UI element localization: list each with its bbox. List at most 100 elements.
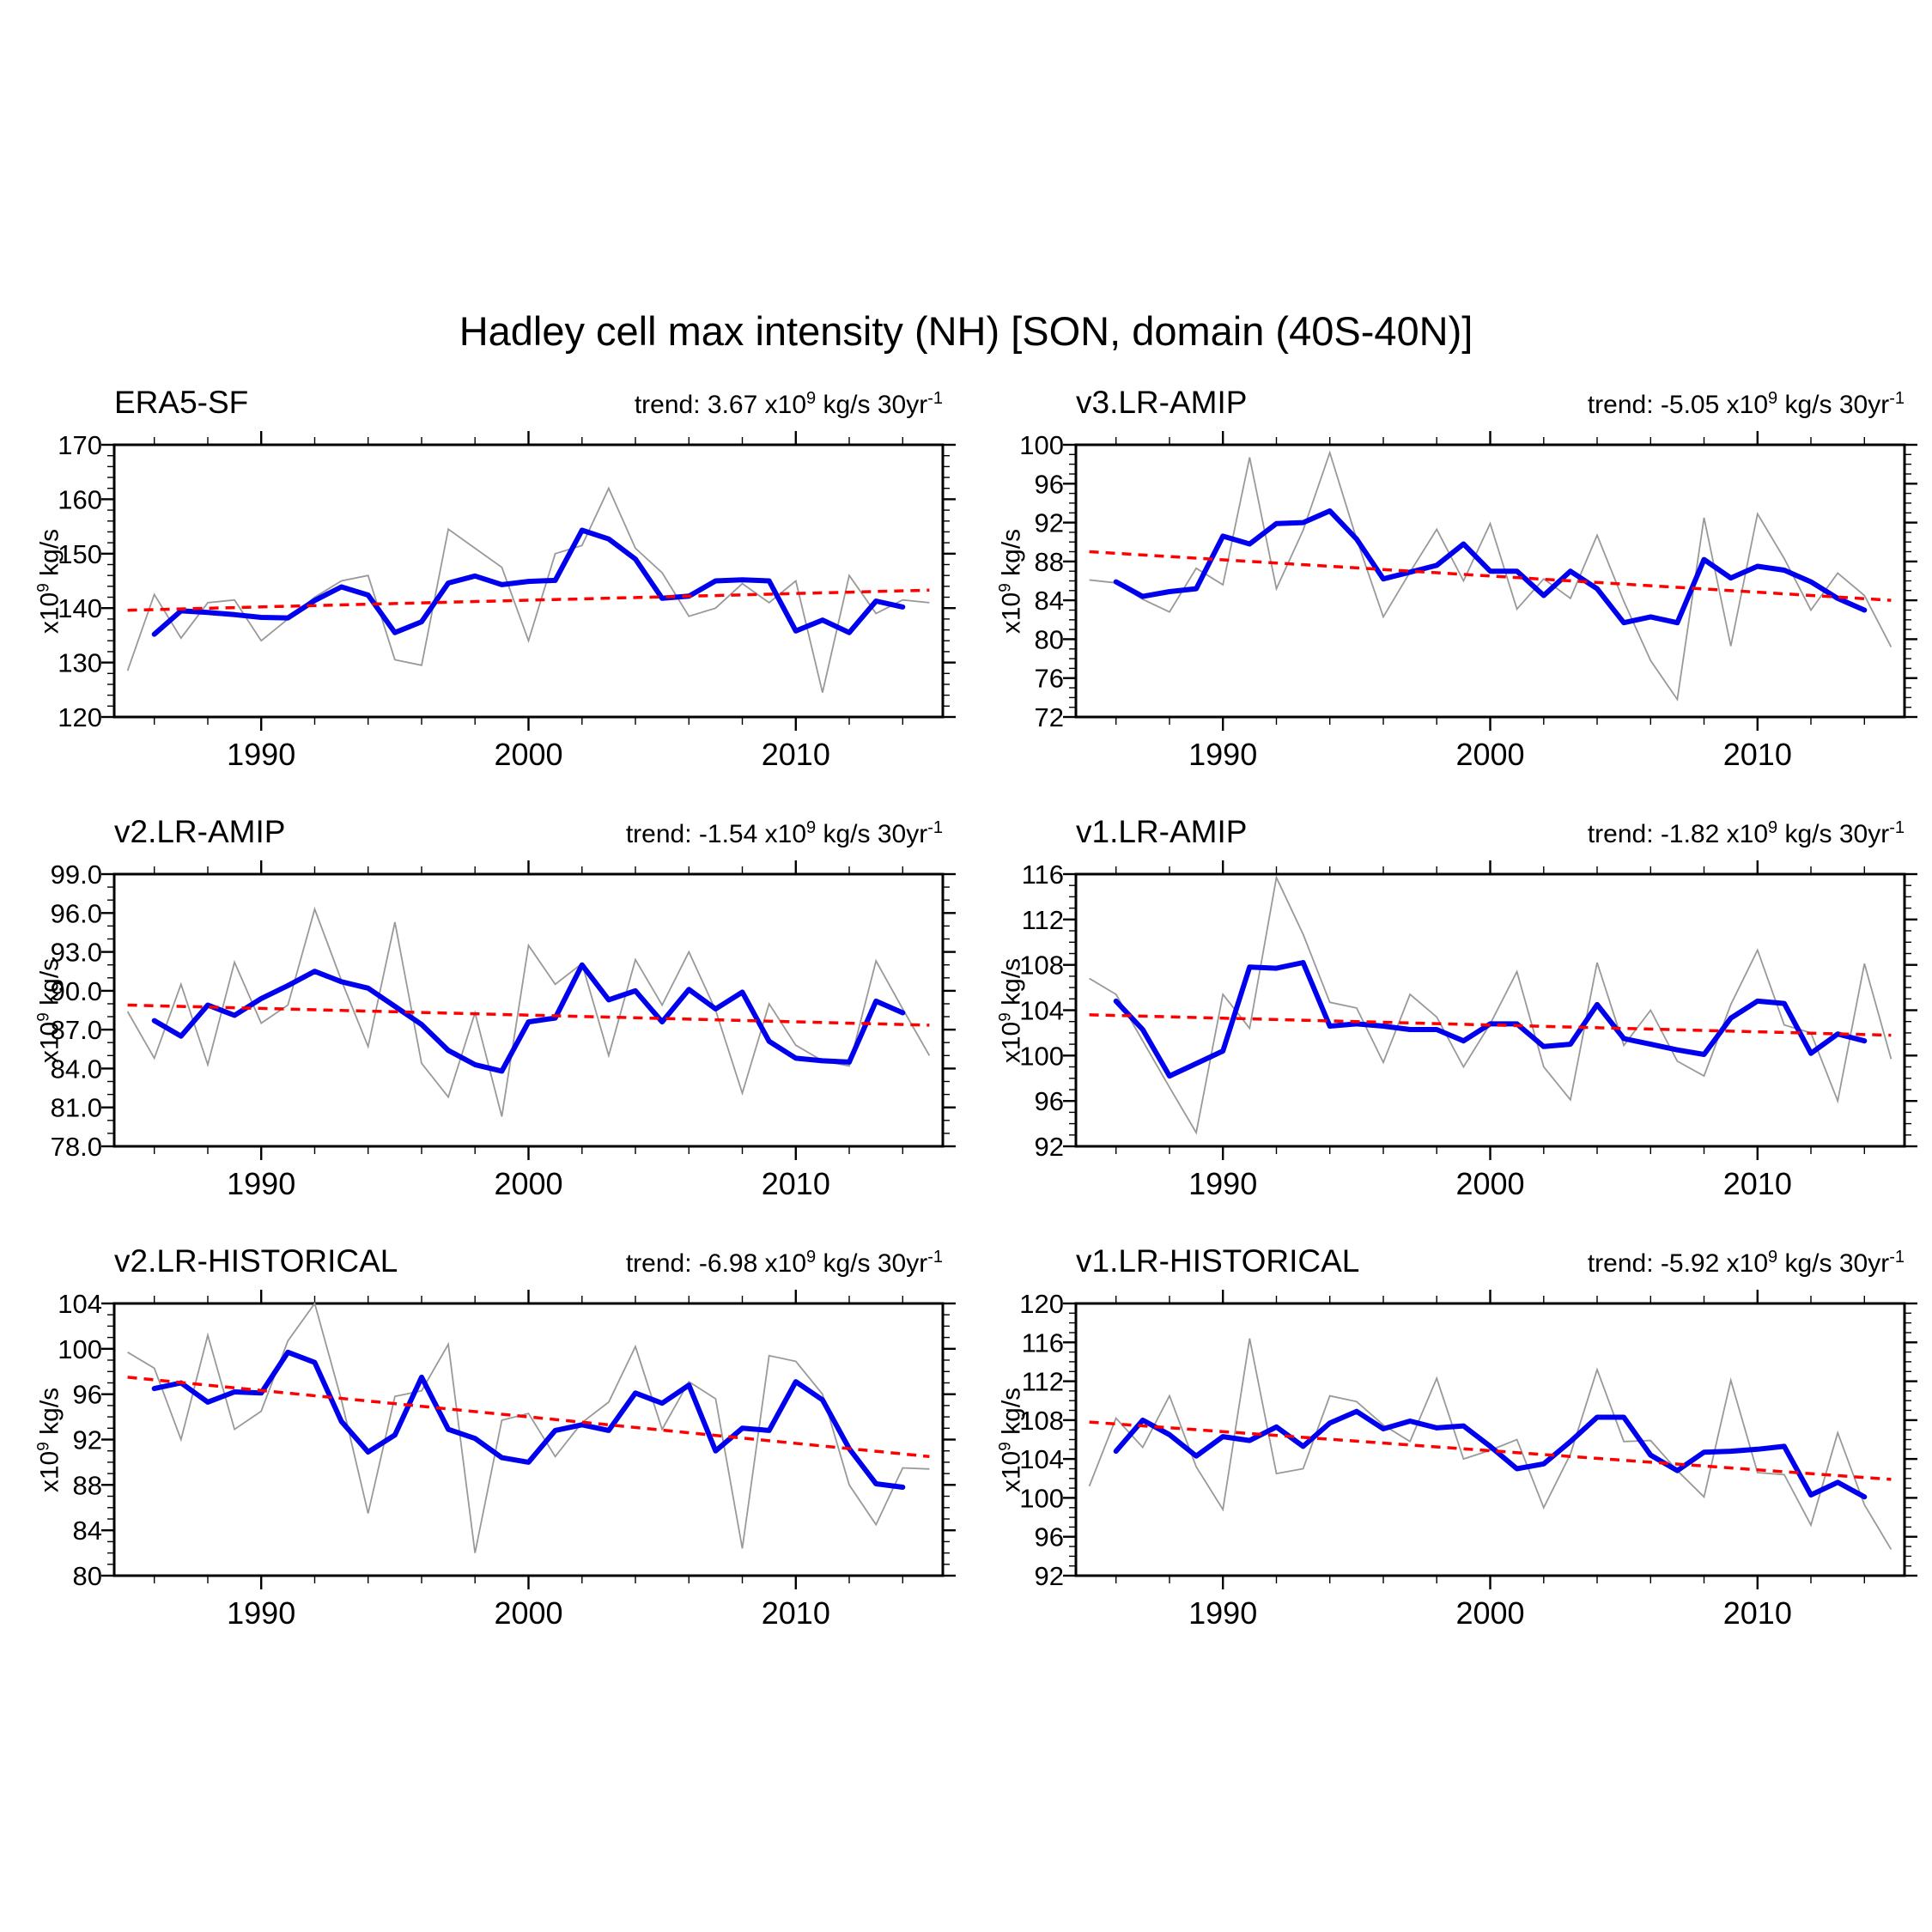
svg-text:2010: 2010 [762, 1166, 830, 1201]
svg-text:104: 104 [1019, 996, 1064, 1026]
trend-units: kg/s 30yr [1777, 391, 1890, 419]
svg-text:96: 96 [1035, 469, 1064, 499]
svg-text:120: 120 [1019, 1289, 1064, 1319]
svg-text:87.0: 87.0 [51, 1015, 102, 1045]
svg-text:96: 96 [1035, 1086, 1064, 1116]
trend-line [1089, 1420, 1892, 1481]
svg-text:108: 108 [1019, 1406, 1064, 1436]
panel-header: v1.LR-HISTORICAL trend: -5.92 x109 kg/s … [1076, 1243, 1905, 1279]
trend-value: -6.98 [698, 1249, 758, 1278]
svg-text:92: 92 [73, 1425, 102, 1455]
trend-prefix: trend: [625, 820, 699, 848]
smoothed-series [151, 527, 906, 637]
svg-text:90.0: 90.0 [51, 976, 102, 1006]
trend-exponent-neg1: -1 [927, 389, 943, 408]
chart-v3-lr-amip: 72 76 80 84 88 92 96 100 1990 2000 2010 [1019, 430, 1917, 772]
svg-text:116: 116 [1022, 1327, 1064, 1358]
chart-v2-lr-amip: 78.0 81.0 84.0 87.0 90.0 93.0 96.0 99.0 1990 2000… [51, 860, 956, 1201]
trend-value: -5.05 [1660, 391, 1720, 419]
trend-annotation: trend: -5.92 x109 kg/s 30yr-1 [1588, 1248, 1905, 1279]
trend-annotation: trend: -5.05 x109 kg/s 30yr-1 [1588, 389, 1905, 420]
svg-text:99.0: 99.0 [51, 860, 102, 890]
svg-text:93.0: 93.0 [51, 938, 102, 968]
svg-text:96: 96 [73, 1380, 102, 1410]
trend-exponent-neg1: -1 [1889, 389, 1905, 408]
panel-header: v2.LR-HISTORICAL trend: -6.98 x109 kg/s … [114, 1243, 943, 1279]
trend-line [127, 1003, 930, 1027]
panel-title: v1.LR-AMIP [1076, 814, 1248, 849]
trend-x10: x10 [757, 820, 807, 848]
trend-exponent: 9 [1768, 818, 1778, 837]
annual-series [127, 1301, 930, 1553]
panel-v1-lr-historical: v1.LR-HISTORICAL trend: -5.92 x109 kg/s … [997, 1236, 1932, 1666]
svg-text:130: 130 [58, 648, 102, 678]
trend-exponent-neg1: -1 [1889, 1248, 1905, 1267]
svg-text:81.0: 81.0 [51, 1093, 102, 1123]
svg-text:160: 160 [58, 484, 102, 514]
svg-text:2000: 2000 [1455, 1595, 1524, 1631]
svg-text:88: 88 [1035, 547, 1064, 577]
trend-line [1089, 1013, 1892, 1037]
panel-title: v3.LR-AMIP [1076, 385, 1248, 420]
svg-text:80: 80 [73, 1561, 102, 1591]
svg-text:96: 96 [1035, 1522, 1064, 1552]
annual-series [1089, 450, 1893, 702]
panel-v1-lr-amip: v1.LR-AMIP trend: -1.82 x109 kg/s 30yr-1… [997, 807, 1932, 1236]
trend-prefix: trend: [634, 391, 708, 419]
trend-units: kg/s 30yr [1777, 820, 1890, 848]
svg-text:1990: 1990 [227, 737, 295, 772]
smoothed-series [1113, 508, 1868, 626]
trend-annotation: trend: -1.82 x109 kg/s 30yr-1 [1588, 818, 1905, 849]
trend-units: kg/s 30yr [816, 820, 928, 848]
svg-text:112: 112 [1022, 1367, 1064, 1397]
svg-text:1990: 1990 [1188, 1595, 1257, 1631]
svg-text:2000: 2000 [494, 1166, 562, 1201]
trend-prefix: trend: [625, 1249, 699, 1278]
annual-series [126, 906, 931, 1117]
svg-text:80: 80 [1035, 624, 1064, 654]
svg-text:72: 72 [1035, 702, 1064, 732]
svg-text:100: 100 [1019, 1041, 1064, 1071]
trend-prefix: trend: [1587, 391, 1661, 419]
svg-text:1990: 1990 [227, 1166, 295, 1201]
svg-text:76: 76 [1035, 664, 1064, 694]
trend-exponent: 9 [806, 1248, 817, 1267]
svg-text:120: 120 [58, 702, 102, 732]
panel-header: v3.LR-AMIP trend: -5.05 x109 kg/s 30yr-1 [1076, 385, 1905, 421]
svg-text:84: 84 [1035, 586, 1064, 616]
ylab-exponent: 9 [34, 1442, 53, 1451]
chart-era5-sf: 120 130 140 150 160 170 1990 2000 2010 [58, 430, 956, 772]
smoothed-series [1113, 1408, 1868, 1500]
trend-x10: x10 [757, 1249, 807, 1278]
svg-text:84: 84 [73, 1516, 102, 1546]
svg-text:1990: 1990 [1188, 1166, 1257, 1201]
trend-exponent: 9 [1768, 389, 1778, 408]
annual-series [1089, 875, 1893, 1135]
trend-exponent-neg1: -1 [927, 818, 943, 837]
svg-text:116: 116 [1022, 860, 1064, 890]
panel-header: v2.LR-AMIP trend: -1.54 x109 kg/s 30yr-1 [114, 814, 943, 850]
trend-units: kg/s 30yr [816, 391, 928, 419]
smoothed-series [151, 1349, 906, 1490]
svg-text:150: 150 [58, 539, 102, 569]
trend-x10: x10 [1719, 1249, 1769, 1278]
trend-annotation: trend: -6.98 x109 kg/s 30yr-1 [626, 1248, 943, 1279]
panel-v3-lr-amip: v3.LR-AMIP trend: -5.05 x109 kg/s 30yr-1… [997, 378, 1932, 807]
trend-x10: x10 [1719, 391, 1769, 419]
trend-x10: x10 [1719, 820, 1769, 848]
svg-text:2010: 2010 [1723, 737, 1792, 772]
svg-text:88: 88 [73, 1470, 102, 1500]
annual-series [126, 486, 930, 693]
trend-units: kg/s 30yr [1777, 1249, 1890, 1278]
svg-text:92: 92 [1035, 1561, 1064, 1591]
panel-header: v1.LR-AMIP trend: -1.82 x109 kg/s 30yr-1 [1076, 814, 1905, 850]
svg-text:140: 140 [58, 593, 102, 623]
svg-text:96.0: 96.0 [51, 898, 102, 928]
svg-text:2000: 2000 [494, 737, 562, 772]
trend-exponent-neg1: -1 [927, 1248, 943, 1267]
panel-v2-lr-amip: v2.LR-AMIP trend: -1.54 x109 kg/s 30yr-1… [35, 807, 987, 1236]
svg-text:2010: 2010 [762, 737, 830, 772]
smoothed-series [151, 962, 906, 1074]
svg-text:100: 100 [1019, 430, 1064, 460]
panel-title: v2.LR-AMIP [114, 814, 286, 849]
